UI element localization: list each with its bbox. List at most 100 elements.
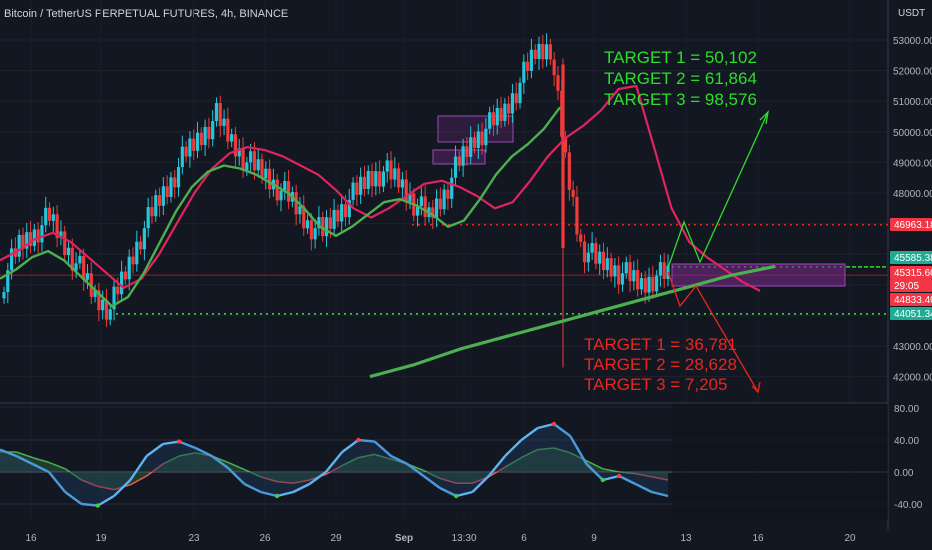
candle-body bbox=[472, 137, 477, 149]
osc-peak-dot bbox=[177, 439, 182, 444]
currency-unit-label[interactable]: USDT bbox=[898, 8, 926, 19]
candle-body bbox=[85, 273, 90, 280]
candle-body bbox=[28, 232, 33, 246]
candle-body bbox=[397, 168, 401, 188]
osc-wave-line bbox=[292, 482, 311, 494]
candle-body bbox=[362, 176, 367, 190]
osc-wave-line bbox=[422, 475, 441, 489]
target-up-label: TARGET 1 = 50,102 bbox=[604, 48, 757, 67]
candle-body bbox=[510, 93, 515, 114]
candle-body bbox=[252, 151, 257, 171]
candle-body bbox=[214, 103, 219, 122]
candle-body bbox=[544, 44, 549, 60]
candle-body bbox=[563, 136, 568, 153]
candle-body bbox=[138, 241, 143, 250]
osc-signal-line bbox=[521, 448, 538, 459]
osc-tick-label: -40.00 bbox=[894, 500, 923, 511]
price-tick-label: 51000.00 bbox=[893, 97, 932, 108]
osc-wave-line bbox=[15, 454, 34, 466]
osc-signal-line bbox=[81, 479, 99, 488]
osc-wave-line bbox=[178, 440, 196, 450]
candle-body bbox=[328, 217, 332, 229]
osc-wave-line bbox=[634, 482, 653, 494]
candle-body bbox=[82, 256, 86, 280]
ema-slow-line bbox=[369, 264, 776, 379]
candle-body bbox=[21, 234, 25, 249]
target-down-label: TARGET 1 = 36,781 bbox=[584, 335, 737, 354]
candle-body bbox=[590, 243, 594, 253]
candle-body bbox=[484, 128, 488, 146]
osc-wave-line bbox=[439, 486, 457, 498]
arrow-head bbox=[751, 381, 761, 394]
osc-signal-line bbox=[651, 476, 669, 481]
price-badge-label: 44051.34 bbox=[894, 309, 932, 320]
candle-body bbox=[32, 229, 36, 246]
candle-body bbox=[332, 209, 336, 229]
arrow-head bbox=[759, 110, 769, 125]
osc-wave-line bbox=[97, 494, 115, 507]
candle-body bbox=[609, 258, 613, 277]
osc-signal-line bbox=[276, 480, 294, 484]
time-tick-label: 29 bbox=[330, 533, 342, 544]
osc-wave-line bbox=[406, 463, 425, 477]
candle-body bbox=[370, 170, 374, 187]
candle-body bbox=[499, 107, 503, 121]
candle-body bbox=[400, 179, 404, 188]
candle-body bbox=[586, 252, 590, 263]
osc-wave-line bbox=[129, 455, 148, 481]
time-tick-label: 20 bbox=[844, 533, 856, 544]
candle-body bbox=[419, 196, 423, 207]
osc-wave-area bbox=[0, 424, 668, 506]
candle-body bbox=[605, 258, 609, 271]
price-tick-label: 50000.00 bbox=[893, 128, 932, 139]
osc-wave-line bbox=[47, 471, 67, 493]
candle-body bbox=[237, 148, 241, 157]
candle-body bbox=[529, 49, 534, 71]
price-badge bbox=[890, 307, 932, 320]
osc-signal-line bbox=[162, 455, 180, 465]
candle-body bbox=[302, 206, 306, 229]
candle-body bbox=[51, 214, 55, 221]
osc-trough-dot bbox=[95, 503, 100, 508]
osc-wave-line bbox=[504, 439, 523, 457]
candle-body bbox=[47, 207, 52, 221]
osc-wave-line bbox=[308, 471, 327, 485]
price-badge-label: 44833.40 bbox=[894, 295, 932, 306]
candle-body bbox=[431, 207, 435, 219]
osc-signal-line bbox=[227, 461, 245, 471]
candle-body bbox=[70, 247, 74, 271]
candle-body bbox=[594, 243, 598, 264]
osc-signal-line bbox=[293, 479, 310, 484]
time-tick-label: 13:30 bbox=[451, 533, 476, 544]
candle-body bbox=[378, 171, 382, 187]
candle-body bbox=[651, 276, 655, 292]
candle-body bbox=[613, 265, 617, 277]
candle-body bbox=[488, 112, 492, 129]
candle-body bbox=[127, 256, 131, 280]
projection-up-arrow bbox=[667, 111, 769, 269]
osc-wave-line bbox=[243, 482, 262, 494]
target-down-label: TARGET 2 = 28,628 bbox=[584, 355, 737, 374]
ema-mid-line bbox=[0, 106, 561, 308]
osc-trough-dot bbox=[453, 493, 459, 499]
candle-body bbox=[582, 241, 587, 263]
osc-wave-line bbox=[537, 422, 555, 430]
candle-body bbox=[351, 182, 355, 200]
candle-body bbox=[180, 146, 184, 167]
candle-body bbox=[404, 179, 408, 202]
candle-body bbox=[381, 171, 386, 187]
candle-body bbox=[561, 64, 565, 249]
candle-body bbox=[340, 204, 344, 222]
candle-body bbox=[575, 196, 579, 235]
candle-body bbox=[355, 182, 359, 195]
candle-body bbox=[658, 262, 663, 276]
candle-body bbox=[461, 146, 465, 166]
time-tick-label: 6 bbox=[521, 533, 527, 544]
candle-body bbox=[317, 217, 321, 229]
price-badge-label: 46963.18 bbox=[894, 220, 932, 231]
candle-body bbox=[275, 179, 279, 201]
candle-body bbox=[537, 43, 541, 59]
price-tick-label: 52000.00 bbox=[893, 67, 932, 78]
candle-body bbox=[63, 231, 67, 256]
